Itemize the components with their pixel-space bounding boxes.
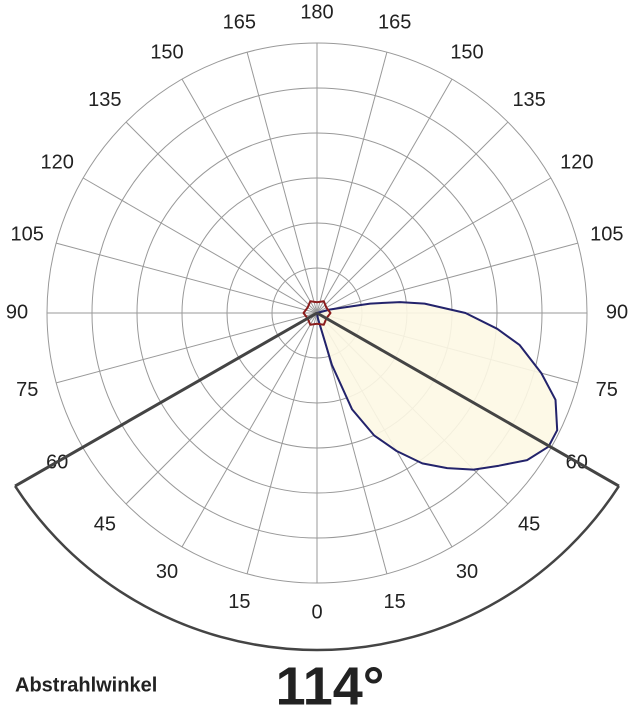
angle-tick-label: 75 <box>16 379 38 401</box>
angle-tick-label: 135 <box>512 89 545 111</box>
spoke <box>56 242 318 314</box>
spoke <box>316 242 578 314</box>
beam-angle-label: Abstrahlwinkel <box>15 674 157 696</box>
angle-tick-label: 30 <box>156 561 178 583</box>
beam-line <box>14 311 318 488</box>
spoke <box>316 78 453 314</box>
series-curve <box>302 300 318 326</box>
spoke <box>316 121 509 314</box>
spoke <box>125 312 318 505</box>
angle-tick-label: 75 <box>596 379 618 401</box>
beam-arc <box>14 485 620 652</box>
angle-tick-label: 105 <box>11 224 44 246</box>
angle-tick-label: 0 <box>311 601 322 623</box>
angle-tick-label: 15 <box>384 591 406 613</box>
angle-tick-label: 165 <box>223 12 256 34</box>
spoke <box>316 52 388 314</box>
beam-line <box>316 311 620 488</box>
angle-tick-label: 30 <box>456 561 478 583</box>
angle-tick-label: 15 <box>228 591 250 613</box>
angle-tick-label: 150 <box>450 41 483 63</box>
angle-tick-label: 120 <box>560 151 593 173</box>
spoke <box>181 78 318 314</box>
angle-tick-label: 150 <box>150 41 183 63</box>
angle-tick-label: 165 <box>378 12 411 34</box>
spoke <box>125 121 318 314</box>
spoke <box>181 312 318 548</box>
angle-tick-label: 45 <box>94 513 116 535</box>
spoke <box>56 312 318 384</box>
angle-tick-label: 45 <box>518 513 540 535</box>
angle-tick-label: 105 <box>590 224 623 246</box>
spoke <box>246 312 318 574</box>
spoke <box>246 52 318 314</box>
angle-tick-label: 90 <box>606 301 628 323</box>
angle-tick-label: 120 <box>41 151 74 173</box>
series-curve <box>316 301 559 471</box>
spoke <box>82 177 318 314</box>
angle-tick-label: 90 <box>6 301 28 323</box>
angle-tick-label: 180 <box>300 1 333 23</box>
series-curve <box>316 300 332 326</box>
spoke <box>316 177 552 314</box>
beam-angle-value: 114° <box>276 656 385 716</box>
angle-tick-label: 135 <box>88 89 121 111</box>
